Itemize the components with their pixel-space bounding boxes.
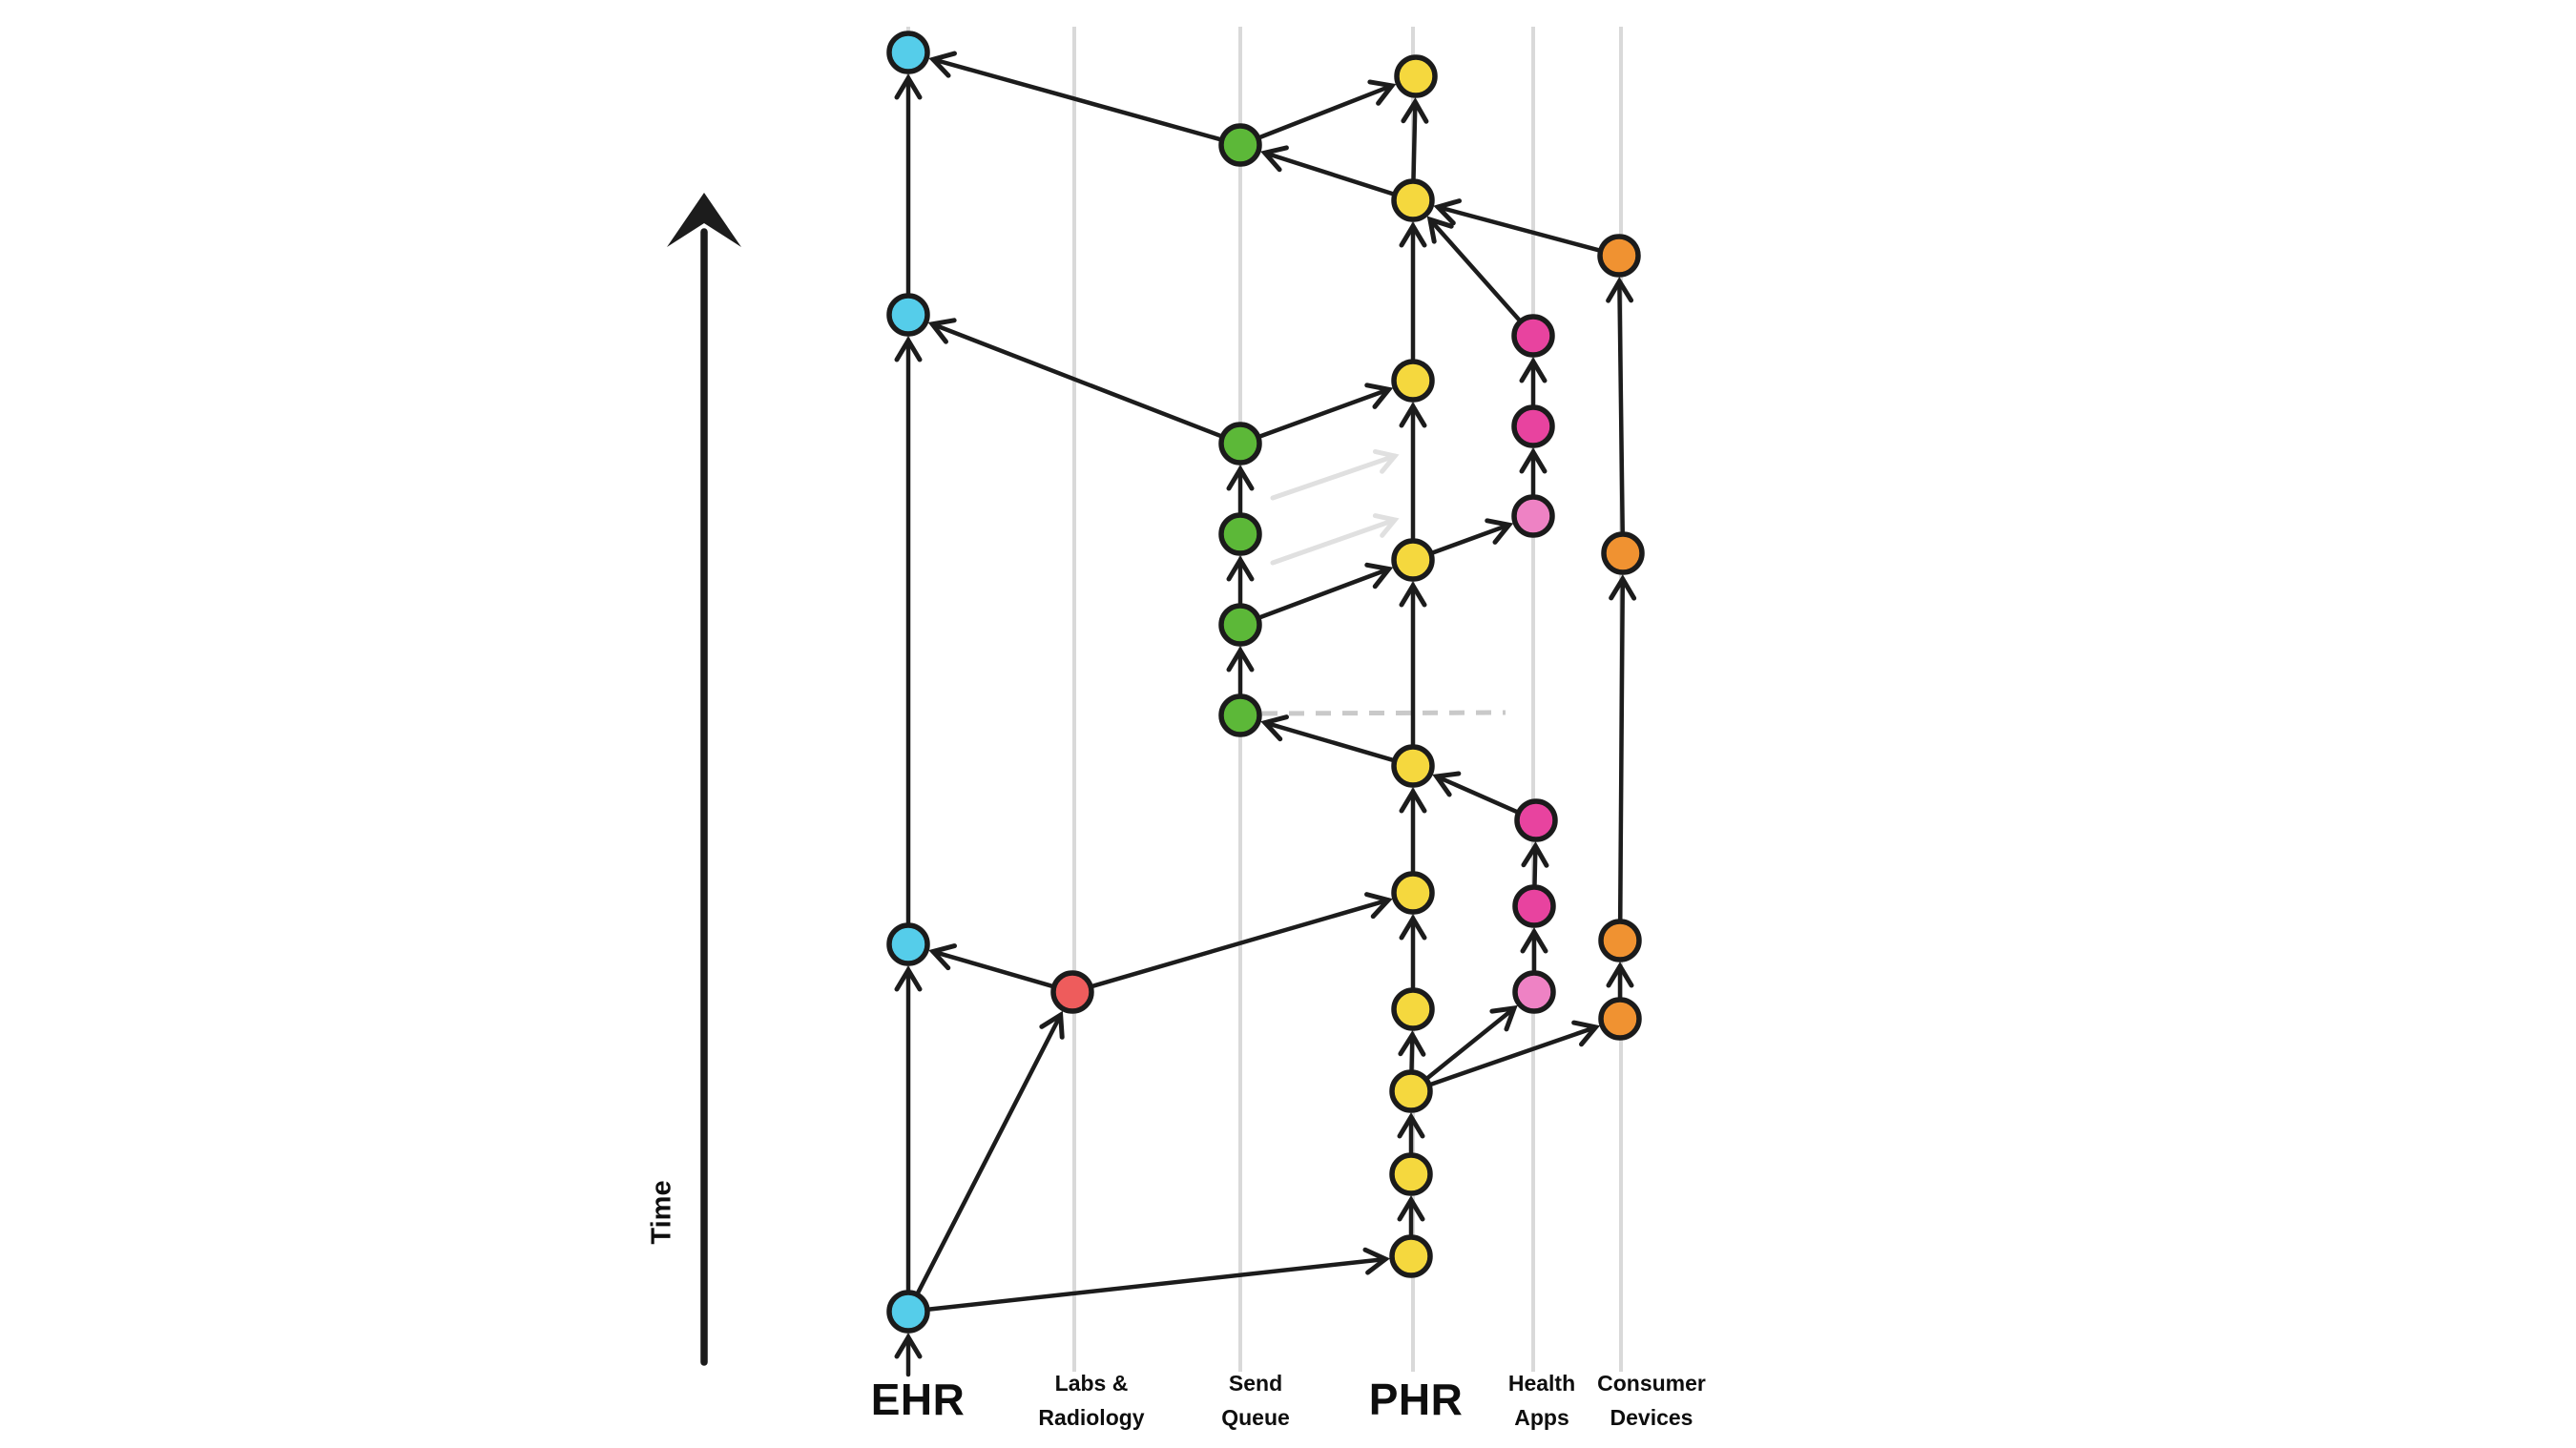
node-phr-y9 — [1389, 1152, 1433, 1196]
edge-y5-to-g5 — [1260, 714, 1395, 762]
ghost-arrow-1 — [1270, 448, 1400, 501]
node-health-apps-m1 — [1511, 314, 1555, 358]
node-health-apps-m2 — [1511, 404, 1555, 448]
node-send-queue-g5 — [1218, 693, 1262, 737]
edge-g2-to-y3 — [1258, 383, 1394, 439]
edge-m4-to-y5 — [1432, 771, 1519, 814]
edge-g1-to-y1 — [1258, 79, 1397, 139]
node-phr-y5 — [1391, 744, 1435, 788]
lane-label-consumer-devices: Consumer Devices — [1597, 1366, 1706, 1435]
node-phr-y6 — [1391, 871, 1435, 915]
edge-y8-to-o4 — [1429, 1020, 1601, 1086]
node-phr-y7 — [1391, 987, 1435, 1031]
lane-label-line: Apps — [1514, 1405, 1569, 1430]
node-phr-y1 — [1394, 54, 1438, 98]
node-phr-y2 — [1391, 178, 1435, 222]
node-send-queue-g4 — [1218, 603, 1262, 647]
node-ehr-c3 — [886, 922, 930, 966]
lane-label-line: Labs & — [1054, 1371, 1129, 1396]
lane-label-line: PHR — [1368, 1375, 1464, 1424]
lane-label-line: Consumer — [1597, 1371, 1706, 1396]
edge-r1-to-c3 — [928, 943, 1054, 988]
node-consumer-devices-o4 — [1598, 997, 1642, 1041]
lane-label-labs-radiology: Labs & Radiology — [1038, 1366, 1144, 1435]
node-health-apps-p6 — [1512, 970, 1556, 1014]
lane-label-health-apps: Health Apps — [1508, 1366, 1575, 1435]
lane-label-ehr: EHR — [871, 1375, 966, 1424]
edge-m5-to-m4 — [1521, 841, 1549, 887]
lane-label-line: EHR — [870, 1375, 966, 1424]
edge-o2-to-o1 — [1606, 277, 1634, 534]
node-phr-y10 — [1389, 1234, 1433, 1278]
node-health-apps-m5 — [1512, 884, 1556, 928]
node-phr-y4 — [1391, 538, 1435, 582]
edge-m1-to-y2 — [1426, 216, 1521, 322]
lane-label-line: Queue — [1221, 1405, 1290, 1430]
node-send-queue-g1 — [1218, 123, 1262, 167]
node-send-queue-g3 — [1218, 512, 1262, 556]
edge-o3-to-o2 — [1609, 574, 1637, 921]
edge-g2-to-c2 — [927, 318, 1222, 438]
lane-label-send-queue: Send Queue — [1221, 1366, 1290, 1435]
node-ehr-c1 — [886, 31, 930, 74]
lane-label-line: Devices — [1610, 1405, 1693, 1430]
edge-y8-to-p6 — [1425, 1004, 1518, 1080]
edge-c4-to-y10 — [927, 1247, 1390, 1312]
node-ehr-c4 — [886, 1290, 930, 1334]
node-health-apps-m4 — [1514, 798, 1558, 842]
lane-label-phr: PHR — [1369, 1375, 1464, 1424]
node-consumer-devices-o2 — [1601, 531, 1645, 575]
edge-g4-to-y4 — [1258, 562, 1394, 620]
edge-r1-to-y6 — [1091, 892, 1393, 988]
node-consumer-devices-o3 — [1598, 919, 1642, 962]
edge-o1-to-y2 — [1433, 198, 1601, 253]
lane-label-line: Send — [1228, 1371, 1283, 1396]
node-send-queue-g2 — [1218, 422, 1262, 465]
edge-c4-to-r1 — [916, 1010, 1065, 1294]
lane-label-line: Radiology — [1038, 1405, 1145, 1430]
node-health-apps-p3 — [1511, 494, 1555, 538]
lane-label-line: Health — [1507, 1371, 1576, 1396]
edge-y4-to-p3 — [1431, 518, 1514, 555]
ghost-arrow-2 — [1270, 513, 1400, 566]
time-axis-label: Time — [646, 1180, 677, 1245]
edge-y2-to-g1 — [1260, 145, 1395, 197]
edge-g1-to-c1 — [928, 51, 1222, 142]
node-phr-y3 — [1391, 359, 1435, 403]
edge-y2-to-y1 — [1401, 97, 1429, 181]
pending-sync-dashed-line — [1261, 710, 1506, 716]
node-ehr-c2 — [886, 293, 930, 337]
edge-y8-to-y7 — [1398, 1030, 1426, 1072]
node-consumer-devices-o1 — [1597, 234, 1641, 278]
node-phr-y8 — [1389, 1069, 1433, 1113]
node-labs-radiology-r1 — [1050, 970, 1094, 1014]
time-axis-arrowhead — [667, 193, 741, 247]
